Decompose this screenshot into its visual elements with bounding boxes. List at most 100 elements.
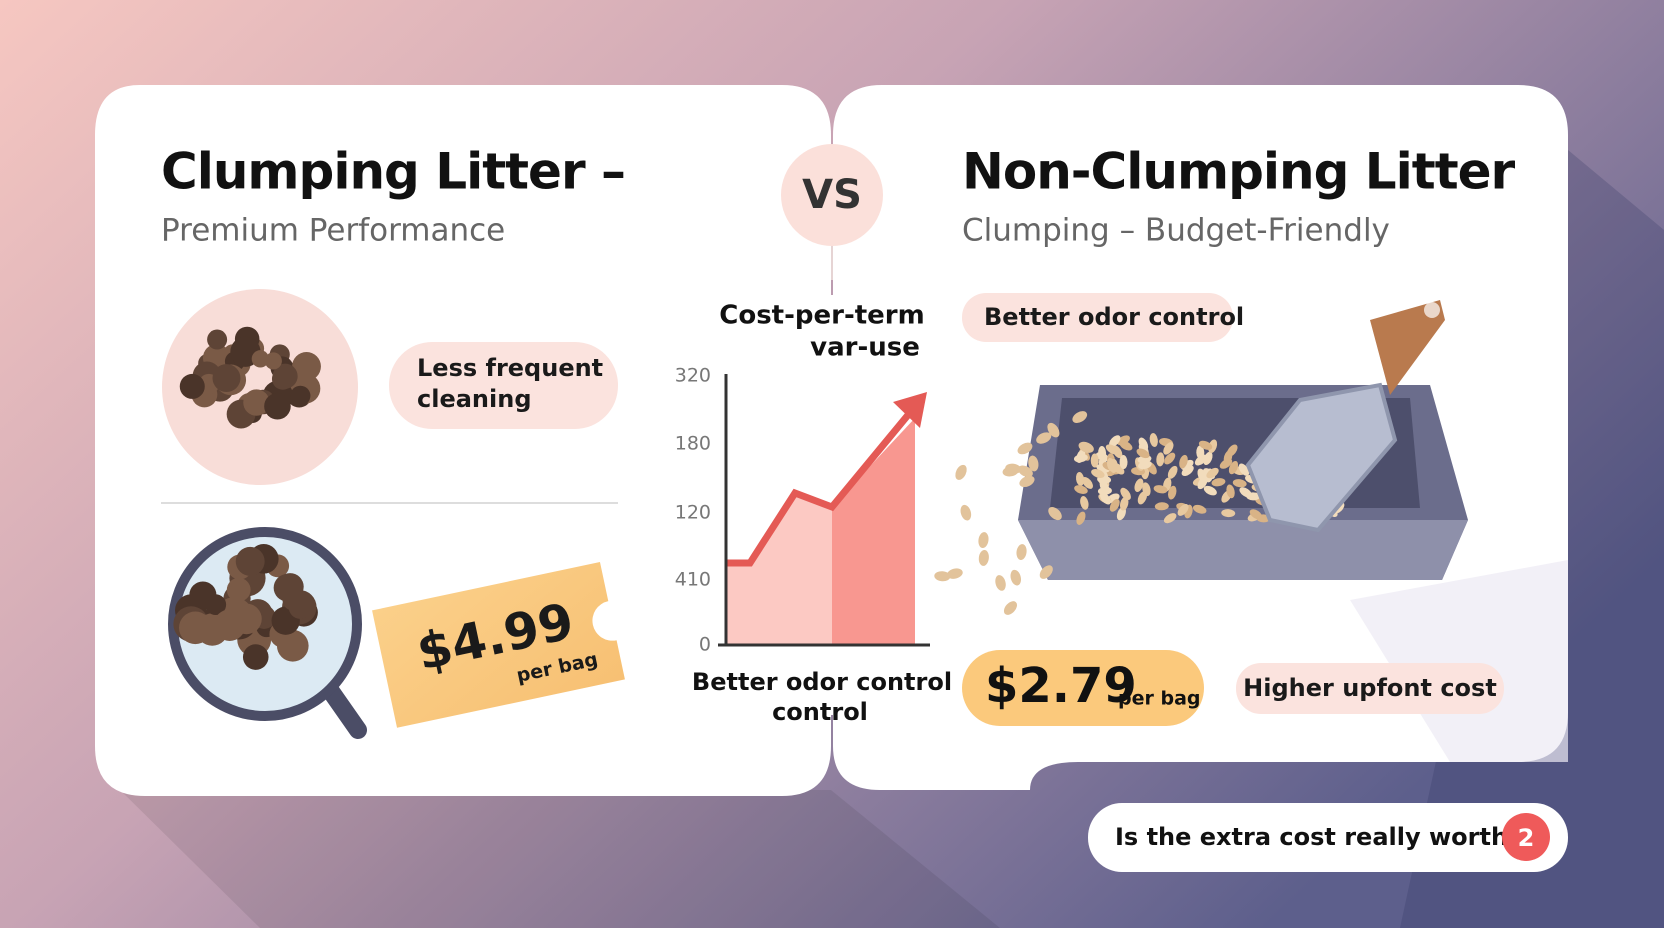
granule (1076, 511, 1086, 525)
granule (1010, 569, 1022, 586)
clump (292, 352, 321, 381)
granule (1036, 432, 1052, 444)
granule (1249, 509, 1263, 520)
granule (1197, 476, 1208, 490)
granule (1232, 479, 1247, 488)
area (832, 418, 915, 645)
granule (1136, 448, 1150, 459)
clump (213, 609, 246, 641)
clump (243, 389, 270, 416)
chart-caption: control (772, 698, 868, 726)
price-unit: per bag (1118, 688, 1201, 710)
granule (1003, 601, 1017, 615)
granule (1105, 444, 1119, 455)
clump (276, 629, 309, 662)
chart-title: Cost-per-term (719, 301, 924, 331)
granule (1119, 455, 1128, 470)
granule (1192, 504, 1207, 514)
title: Non-Clumping Litter (962, 143, 1516, 201)
granule (1167, 465, 1178, 479)
granule (1138, 460, 1152, 470)
granule (1091, 469, 1105, 479)
clump (251, 350, 270, 368)
granule (946, 568, 963, 579)
question: Is the extra cost really worth it? (1115, 823, 1550, 851)
granule (1206, 467, 1219, 479)
granule (1048, 506, 1062, 521)
granule (1075, 472, 1085, 486)
clump (276, 573, 304, 601)
granule (1163, 442, 1174, 455)
clump (290, 385, 311, 406)
shadow (120, 790, 1000, 928)
clump (226, 577, 251, 602)
clump (264, 352, 282, 370)
granule (1226, 484, 1235, 499)
granule (1198, 440, 1213, 450)
price-pill (962, 650, 1204, 726)
granule (1080, 496, 1089, 510)
feature-line: cleaning (417, 385, 532, 413)
badge (1502, 813, 1550, 861)
clump (242, 644, 269, 670)
clumps (173, 543, 318, 670)
scoop (1245, 382, 1398, 533)
clump (212, 364, 241, 393)
granule (995, 575, 1006, 591)
axis-label: 180 (675, 433, 711, 455)
granule (1019, 475, 1035, 488)
axis-label: 120 (675, 502, 711, 524)
clump (272, 363, 298, 389)
pill (389, 342, 618, 429)
clump (178, 611, 212, 645)
granule (1047, 422, 1060, 438)
trend-line (726, 412, 911, 567)
subtitle: Premium Performance (161, 213, 505, 249)
granule (1028, 455, 1039, 472)
drawback: Higher upfont cost (1243, 674, 1497, 702)
granule (1106, 457, 1116, 472)
granule (934, 571, 951, 582)
granule (1149, 433, 1158, 447)
granule (1078, 441, 1094, 453)
question-pill (1088, 803, 1568, 872)
granule (1082, 476, 1093, 489)
granule (1219, 458, 1233, 469)
granule (1016, 544, 1027, 561)
axis-labels: 320 180 120 410 0 (675, 365, 711, 656)
granule (1134, 478, 1144, 492)
axis-label: 320 (675, 365, 711, 387)
granule (955, 464, 967, 480)
granule (1100, 492, 1111, 505)
granule (1177, 504, 1189, 516)
granule (1179, 454, 1188, 469)
granule (1039, 565, 1053, 579)
granule (1120, 496, 1129, 511)
badge-number: 2 (1518, 824, 1535, 852)
clump (207, 329, 228, 350)
clumps (179, 326, 321, 429)
granule (1156, 452, 1165, 467)
granule (1109, 435, 1121, 447)
axis-label: 410 (675, 569, 711, 591)
granule (1112, 463, 1125, 475)
chart-title: var-use (810, 333, 920, 363)
magnifier-handle (321, 681, 367, 739)
scoop-handle (1370, 300, 1445, 395)
granule (1119, 440, 1133, 451)
granule (1153, 485, 1168, 494)
granule (1074, 485, 1088, 494)
granule (1168, 485, 1177, 500)
granule (1164, 452, 1176, 465)
area (726, 493, 832, 645)
granule (1203, 485, 1217, 496)
vs: VS (802, 172, 862, 218)
title: Clumping Litter – (161, 143, 625, 201)
ticket-shape (372, 561, 625, 728)
axis-label: 0 (699, 634, 711, 656)
granule (1072, 411, 1088, 423)
ticket: $4.99 per bag (372, 561, 625, 728)
granule (1017, 442, 1033, 455)
chart-caption: Better odor control (692, 668, 952, 696)
